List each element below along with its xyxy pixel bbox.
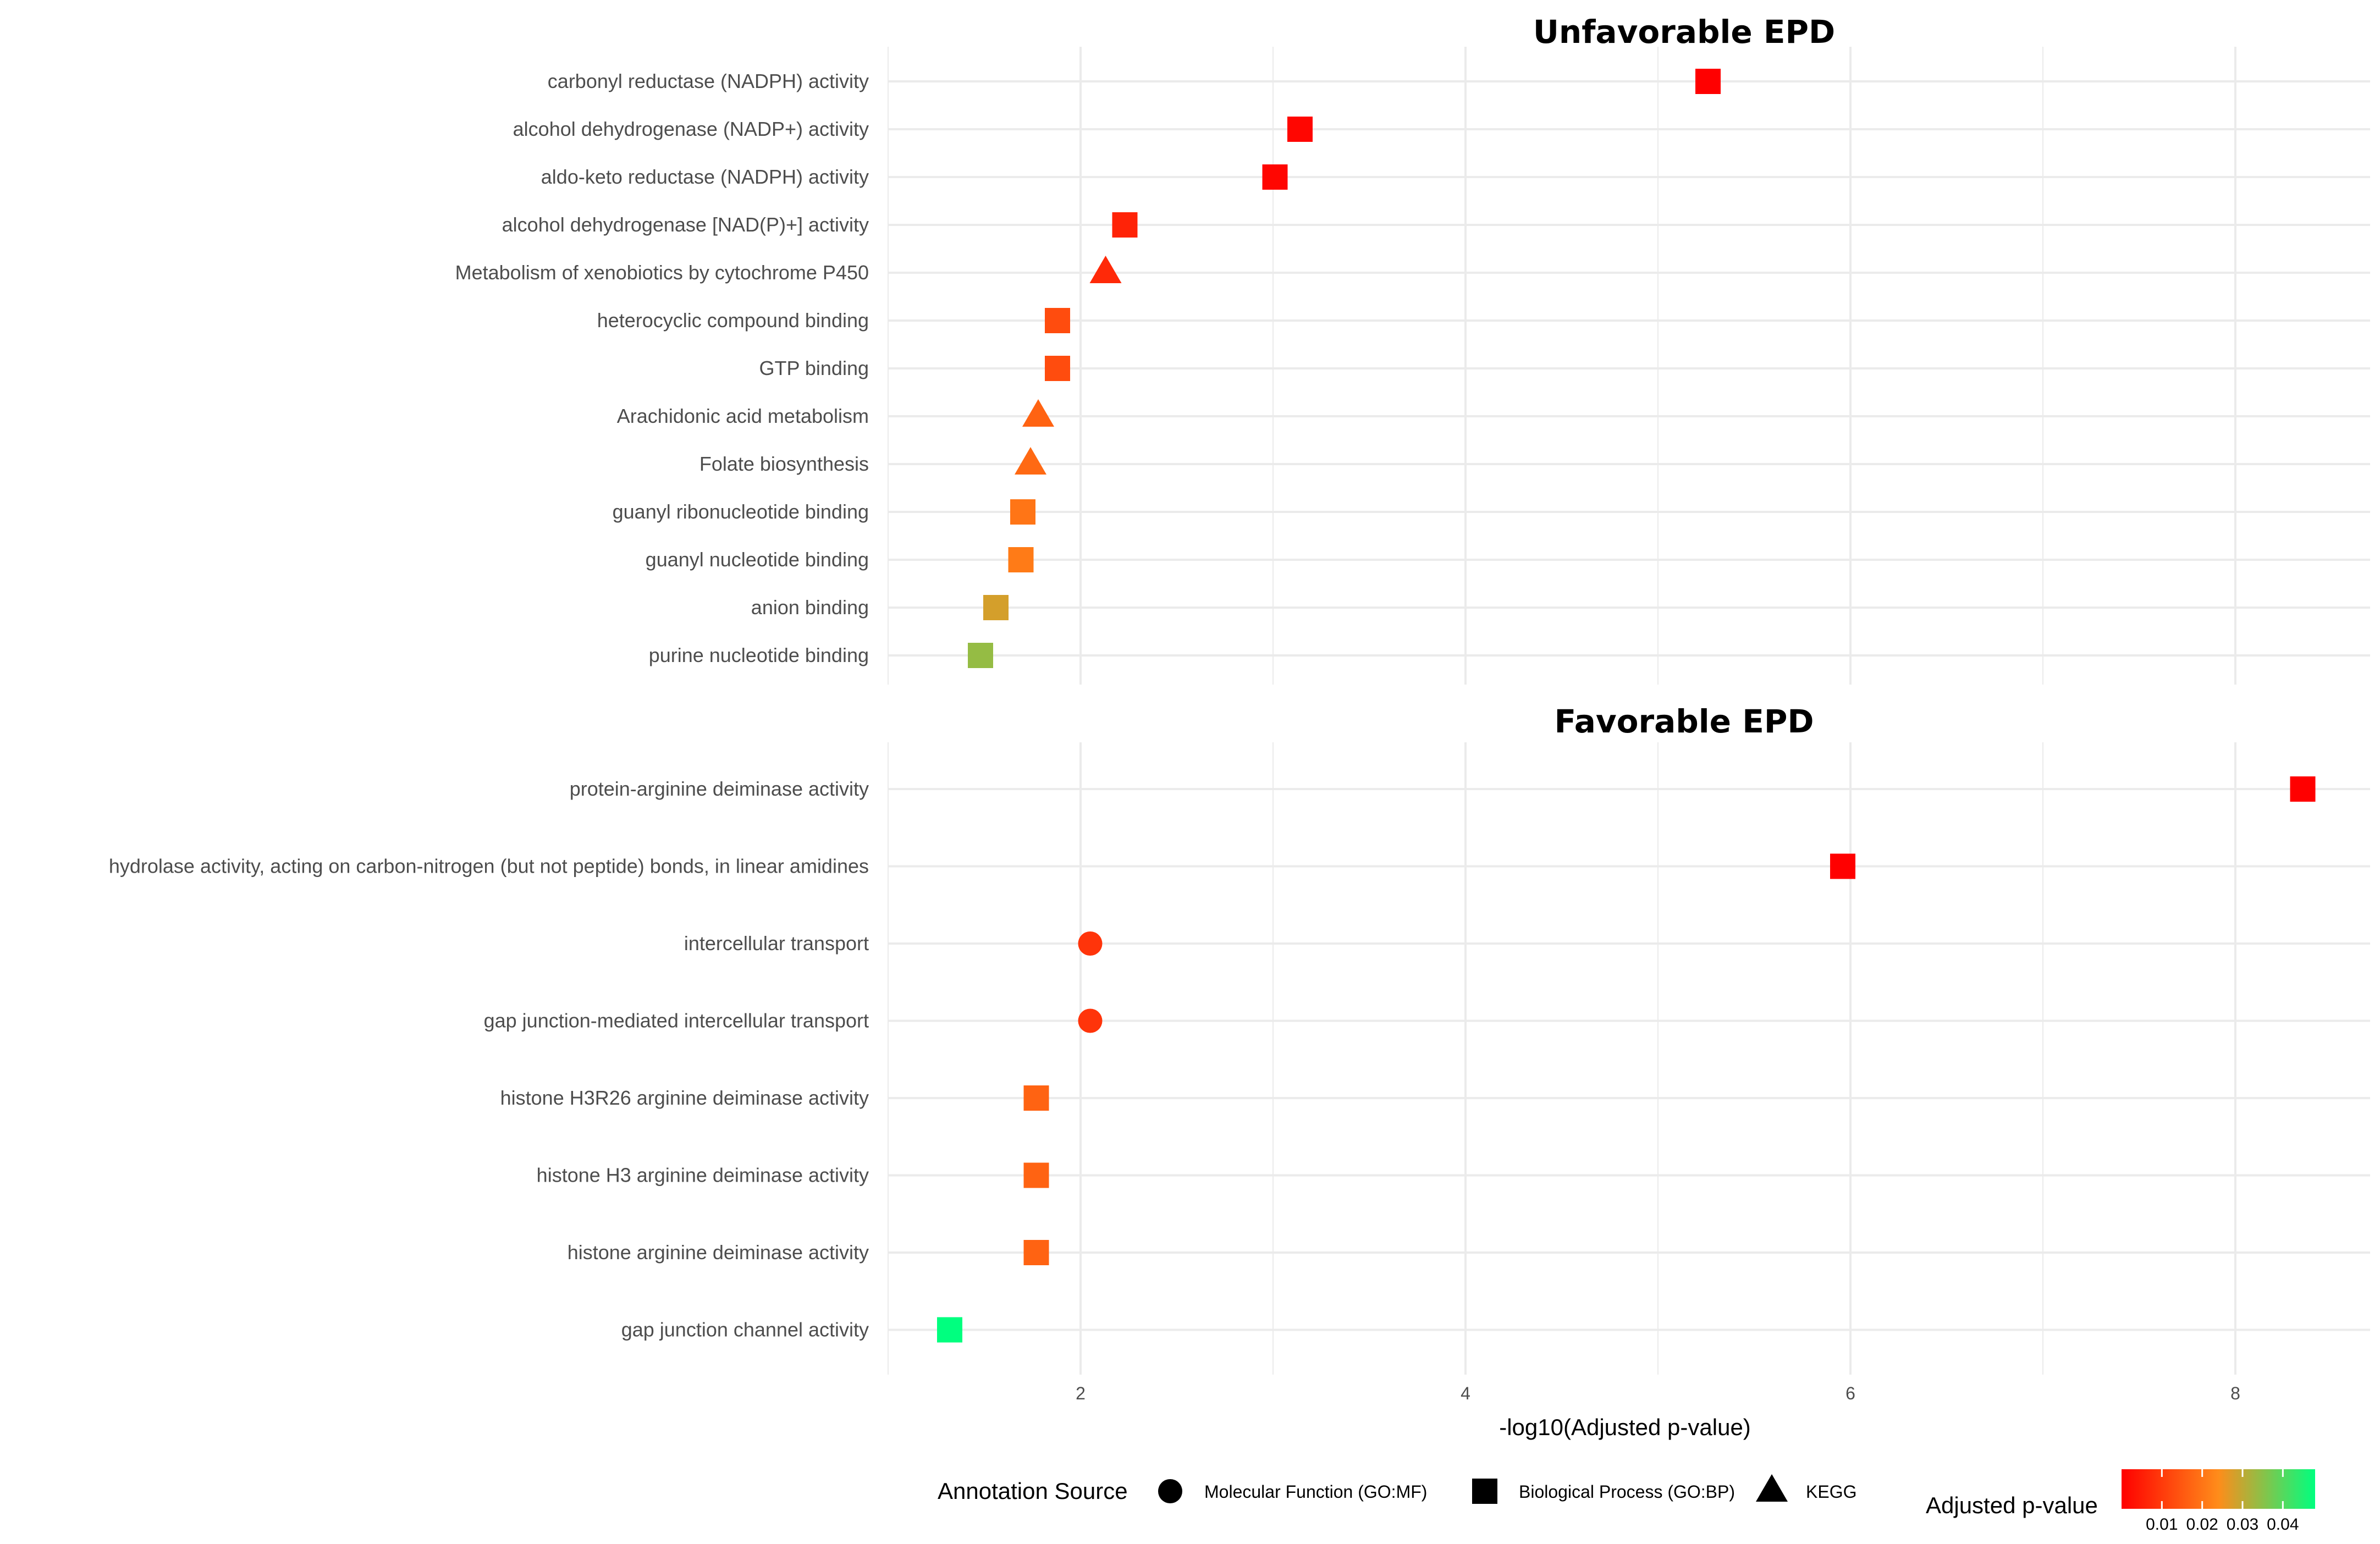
data-point xyxy=(1695,69,1721,94)
x-tick-label: 6 xyxy=(1845,1383,1855,1403)
y-tick-label: aldo-keto reductase (NADPH) activity xyxy=(541,166,869,188)
colorbar-bar xyxy=(2122,1469,2315,1509)
data-point xyxy=(1830,853,1855,879)
y-tick-label: Metabolism of xenobiotics by cytochrome … xyxy=(455,261,869,284)
x-tick-label: 2 xyxy=(1076,1383,1086,1403)
data-point xyxy=(1023,1162,1049,1188)
panel-unfavorable: Unfavorable EPD carbonyl reductase (NADPH… xyxy=(455,13,2370,685)
data-point xyxy=(1112,212,1138,238)
y-tick-label: heterocyclic compound binding xyxy=(597,309,869,332)
legend-item-label: Molecular Function (GO:MF) xyxy=(1204,1482,1427,1502)
colorbar-tick-label: 0.01 xyxy=(2146,1515,2178,1534)
y-tick-label: Arachidonic acid metabolism xyxy=(617,405,869,427)
legend-item-label: KEGG xyxy=(1806,1482,1856,1502)
y-tick-label: histone arginine deiminase activity xyxy=(568,1241,869,1264)
y-tick-label: GTP binding xyxy=(759,357,869,379)
data-point xyxy=(1022,399,1054,427)
y-tick-label: gap junction-mediated intercellular tran… xyxy=(484,1010,869,1032)
x-tick-label: 8 xyxy=(2230,1383,2240,1403)
y-tick-label: histone H3R26 arginine deiminase activit… xyxy=(500,1087,869,1109)
data-point xyxy=(1023,1240,1049,1265)
y-tick-label: Folate biosynthesis xyxy=(699,453,869,475)
data-point xyxy=(1010,499,1035,525)
data-point xyxy=(1023,1085,1049,1111)
colorbar: Adjusted p-value 0.01 0.02 0.03 0.04 xyxy=(1926,1469,2315,1534)
y-tick-label: gap junction channel activity xyxy=(621,1319,869,1341)
data-point xyxy=(1262,164,1288,190)
y-tick-label: alcohol dehydrogenase (NADP+) activity xyxy=(513,118,869,140)
y-tick-label: guanyl nucleotide binding xyxy=(646,548,869,571)
data-point xyxy=(1045,356,1070,381)
colorbar-tick-label: 0.04 xyxy=(2267,1515,2299,1534)
data-point xyxy=(1045,308,1070,333)
legend: Annotation Source Molecular Function (GO:… xyxy=(938,1474,1856,1504)
y-tick-label: alcohol dehydrogenase [NAD(P)+] activity xyxy=(502,213,869,236)
data-point xyxy=(1078,931,1103,956)
data-point xyxy=(2290,776,2316,802)
y-tick-label: purine nucleotide binding xyxy=(649,644,869,666)
legend-title: Annotation Source xyxy=(938,1478,1128,1504)
data-point xyxy=(1008,547,1034,572)
y-tick-label: histone H3 arginine deiminase activity xyxy=(537,1164,869,1187)
data-point xyxy=(1089,256,1122,283)
data-point xyxy=(1287,117,1313,142)
y-tick-label: hydrolase activity, acting on carbon-nit… xyxy=(109,855,869,878)
colorbar-tick-label: 0.03 xyxy=(2227,1515,2258,1534)
y-tick-label: guanyl ribonucleotide binding xyxy=(613,500,869,523)
y-tick-label: carbonyl reductase (NADPH) activity xyxy=(548,70,869,92)
data-point xyxy=(968,643,993,668)
data-point xyxy=(1078,1008,1103,1033)
legend-key-circle xyxy=(1158,1479,1182,1503)
panel-title: Favorable EPD xyxy=(1555,703,1814,740)
y-tick-label: anion binding xyxy=(751,596,869,619)
colorbar-title: Adjusted p-value xyxy=(1926,1492,2098,1518)
x-tick-label: 4 xyxy=(1461,1383,1470,1403)
data-point xyxy=(983,595,1009,620)
x-axis-label: -log10(Adjusted p-value) xyxy=(1499,1414,1751,1440)
colorbar-tick-label: 0.02 xyxy=(2186,1515,2218,1534)
panel-favorable: Favorable EPD protein-arginine deiminase … xyxy=(109,703,2370,1440)
panel-title: Unfavorable EPD xyxy=(1533,13,1835,51)
legend-key-square xyxy=(1472,1479,1497,1504)
y-tick-label: intercellular transport xyxy=(684,932,869,955)
y-tick-label: protein-arginine deiminase activity xyxy=(570,777,869,800)
legend-item-label: Biological Process (GO:BP) xyxy=(1519,1482,1735,1502)
data-point xyxy=(937,1317,962,1343)
legend-key-triangle xyxy=(1756,1474,1788,1502)
data-point xyxy=(1015,447,1046,475)
